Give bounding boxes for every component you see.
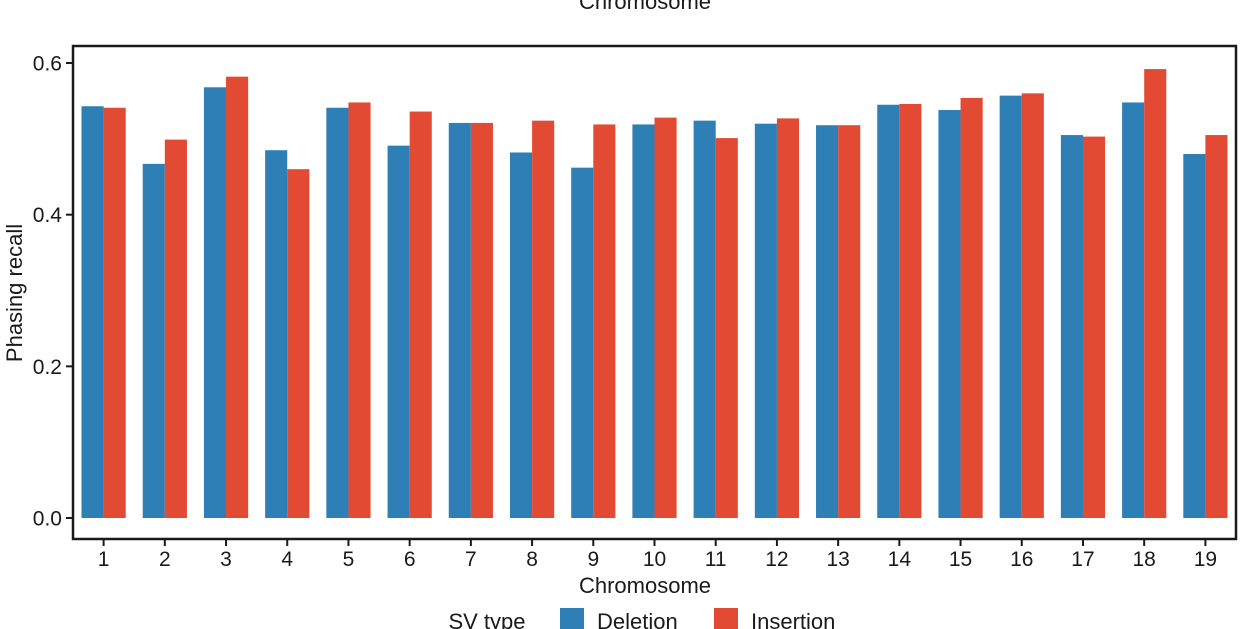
bar-deletion-chr13 bbox=[816, 125, 839, 518]
bar-deletion-chr8 bbox=[509, 152, 533, 518]
legend: SV type Deletion Insertion bbox=[448, 608, 835, 629]
bar-deletion-chr7 bbox=[448, 122, 471, 519]
y-tick-label: 0.4 bbox=[33, 204, 63, 227]
legend-swatch-deletion bbox=[560, 608, 584, 629]
bar-insertion-chr19 bbox=[1205, 135, 1228, 518]
x-tick-label: 12 bbox=[765, 548, 788, 571]
bar-insertion-chr18 bbox=[1144, 69, 1167, 518]
bar-insertion-chr15 bbox=[960, 97, 983, 519]
bar-deletion-chr3 bbox=[203, 87, 227, 518]
bar-insertion-chr3 bbox=[226, 76, 249, 519]
bar-insertion-chr17 bbox=[1082, 136, 1106, 518]
bar-insertion-chr4 bbox=[287, 169, 310, 518]
bar-insertion-chr11 bbox=[715, 138, 738, 518]
bar-deletion-chr14 bbox=[877, 104, 900, 518]
bar-deletion-chr18 bbox=[1122, 102, 1145, 518]
bar-deletion-chr9 bbox=[571, 167, 594, 519]
bar-insertion-chr5 bbox=[348, 102, 371, 518]
bar-insertion-chr13 bbox=[838, 125, 861, 518]
legend-label-deletion: Deletion bbox=[597, 609, 678, 629]
bar-deletion-chr5 bbox=[326, 107, 349, 518]
bar-insertion-chr1 bbox=[103, 107, 126, 518]
x-tick-label: 4 bbox=[281, 548, 293, 571]
y-axis-title: Phasing recall bbox=[2, 224, 27, 362]
bar-deletion-chr4 bbox=[265, 150, 288, 518]
bar-insertion-chr14 bbox=[899, 103, 922, 518]
x-tick-label: 5 bbox=[343, 548, 355, 571]
x-tick-label: 6 bbox=[404, 548, 416, 571]
x-tick-label: 14 bbox=[888, 548, 912, 571]
bar-deletion-chr12 bbox=[754, 123, 777, 519]
bar-insertion-chr12 bbox=[776, 118, 800, 518]
bar-deletion-chr6 bbox=[387, 145, 410, 519]
bar-deletion-chr11 bbox=[693, 120, 716, 519]
bar-deletion-chr15 bbox=[938, 110, 961, 518]
legend-swatch-insertion bbox=[714, 608, 738, 629]
y-tick-label: 0.6 bbox=[33, 53, 62, 76]
bar-insertion-chr10 bbox=[654, 117, 677, 519]
x-tick-label: 17 bbox=[1071, 548, 1094, 571]
legend-label-insertion: Insertion bbox=[751, 609, 835, 629]
bar-deletion-chr16 bbox=[999, 95, 1022, 518]
plot-area bbox=[81, 69, 1228, 519]
x-axis-title: Chromosome bbox=[579, 573, 711, 598]
legend-title: SV type bbox=[448, 609, 525, 629]
bar-insertion-chr9 bbox=[593, 124, 616, 518]
bar-deletion-chr1 bbox=[81, 106, 104, 519]
x-tick-label: 10 bbox=[643, 548, 666, 571]
bar-insertion-chr6 bbox=[409, 111, 432, 519]
bar-insertion-chr16 bbox=[1021, 93, 1044, 518]
x-tick-label: 3 bbox=[220, 548, 232, 571]
x-tick-label: 16 bbox=[1010, 548, 1033, 571]
x-tick-label: 19 bbox=[1194, 548, 1217, 571]
x-tick-label: 9 bbox=[587, 548, 599, 571]
x-tick-label: 18 bbox=[1133, 548, 1156, 571]
y-tick-label: 0.2 bbox=[33, 356, 62, 379]
x-tick-label: 13 bbox=[826, 548, 849, 571]
x-tick-label: 15 bbox=[949, 548, 972, 571]
x-axis: 1 2 3 4 5 6 7 8 9 10 11 12 13 14 15 16 17 18 19 bbox=[98, 539, 1217, 571]
bar-deletion-chr10 bbox=[632, 124, 655, 518]
x-tick-label: 11 bbox=[705, 548, 727, 571]
bar-insertion-chr2 bbox=[164, 139, 187, 519]
x-tick-label: 1 bbox=[98, 548, 110, 571]
bar-insertion-chr8 bbox=[532, 120, 555, 519]
bar-deletion-chr17 bbox=[1060, 135, 1083, 518]
y-tick-label: 0.0 bbox=[33, 508, 62, 531]
x-tick-label: 8 bbox=[526, 548, 538, 571]
top-axis-title: Chromosome bbox=[579, 0, 711, 14]
bar-deletion-chr19 bbox=[1183, 154, 1206, 518]
y-axis: 0.0 0.2 0.4 0.6 bbox=[33, 53, 73, 531]
x-tick-label: 2 bbox=[159, 548, 171, 571]
x-tick-label: 7 bbox=[465, 548, 477, 571]
bar-deletion-chr2 bbox=[142, 163, 165, 518]
bar-insertion-chr7 bbox=[470, 122, 493, 519]
